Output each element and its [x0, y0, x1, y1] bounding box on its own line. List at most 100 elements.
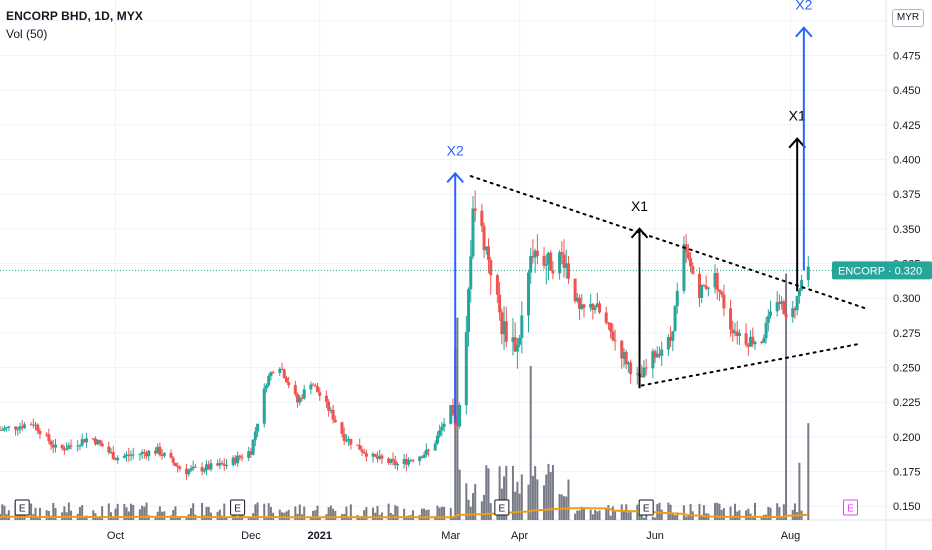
volume-bar	[702, 505, 705, 520]
candle-body	[36, 424, 40, 432]
currency-label[interactable]: MYR	[892, 9, 924, 27]
candle-body	[533, 250, 537, 258]
candle-body	[49, 441, 53, 446]
candle-body	[424, 449, 428, 455]
volume-bar	[738, 510, 741, 520]
candle-body	[62, 448, 66, 451]
candle-body	[806, 266, 810, 281]
y-tick-label: 0.275	[893, 328, 921, 340]
candle-body	[91, 438, 95, 440]
candle-body	[595, 303, 599, 308]
volume-bar	[698, 503, 701, 520]
volume-ma-line	[0, 507, 809, 520]
trendlines	[0, 175, 886, 387]
candle-body	[278, 368, 282, 373]
candle-body	[302, 389, 306, 399]
volume-bar	[658, 502, 661, 520]
volume-bar	[185, 517, 188, 520]
volume-bar	[753, 502, 756, 520]
volume-bar	[529, 366, 532, 520]
candle-body	[504, 321, 508, 342]
candle-body	[720, 291, 724, 295]
volume-bar	[256, 502, 259, 520]
volume-bar	[314, 510, 317, 520]
candle-body	[140, 451, 144, 455]
candle-body	[262, 388, 266, 424]
volume-bar	[471, 493, 474, 520]
volume-bar	[172, 509, 175, 520]
candle-body	[402, 458, 406, 465]
candle-body	[700, 285, 704, 298]
volume-bar	[503, 476, 506, 520]
candle-body	[318, 392, 322, 396]
volume-bar	[642, 517, 645, 520]
volume-bar	[396, 506, 399, 520]
candle-body	[7, 426, 11, 428]
volume-bar	[223, 503, 226, 520]
candle-body	[205, 464, 209, 471]
candle-body	[264, 385, 268, 389]
candle-body	[613, 340, 617, 342]
volume-bar	[225, 516, 228, 520]
candle-body	[125, 454, 129, 456]
candle-body	[18, 426, 22, 430]
y-tick-label: 0.475	[893, 50, 921, 62]
candle-body	[498, 294, 502, 313]
candle-body	[582, 304, 586, 308]
volume-bar	[687, 515, 690, 520]
volume-bar	[114, 508, 117, 520]
volume-bar	[718, 503, 721, 520]
volume-bar	[674, 515, 677, 520]
candle-body	[653, 351, 657, 358]
volume-bar	[265, 516, 268, 520]
volume-bar	[207, 506, 210, 520]
volume-bar	[654, 517, 657, 520]
candle-body	[682, 244, 686, 291]
volume-bar	[387, 503, 390, 520]
arrow-head	[795, 26, 813, 38]
volume-bar	[629, 510, 632, 520]
volume-bar	[158, 506, 161, 520]
volume-bar	[303, 506, 306, 520]
volume-bar	[782, 504, 785, 520]
candle-body	[684, 244, 688, 253]
volume-bar	[92, 510, 95, 520]
volume-bar	[403, 508, 406, 520]
candle-body	[34, 424, 38, 426]
volume-bar	[3, 505, 6, 520]
candle-body	[800, 280, 804, 291]
volume-bar	[294, 506, 297, 520]
volume-bar	[720, 509, 723, 520]
candle-body	[604, 312, 608, 323]
volume-indicator-label[interactable]: Vol (50)	[6, 27, 48, 41]
volume-bar	[583, 507, 586, 520]
arrow-head	[446, 171, 464, 183]
candle-body	[666, 336, 670, 350]
y-tick-label: 0.150	[893, 501, 921, 513]
candle-body	[418, 456, 422, 461]
candle-body	[784, 313, 788, 318]
volume-bar	[267, 503, 270, 520]
volume-bar	[671, 513, 674, 520]
volume-bar	[769, 507, 772, 520]
x-tick-label: Mar	[441, 530, 460, 542]
candle-body	[535, 250, 539, 256]
candle-body	[142, 451, 146, 453]
arrow-head	[630, 227, 649, 239]
volume-bar	[660, 509, 663, 520]
volume-bar	[598, 510, 601, 520]
volume-bar	[349, 504, 352, 520]
candle-body	[173, 462, 177, 466]
volume-bar	[141, 505, 144, 520]
candle-body	[251, 439, 255, 455]
earnings-marker	[14, 499, 30, 516]
candle-body	[715, 273, 719, 290]
candle-body	[20, 426, 24, 428]
candle-body	[777, 301, 781, 304]
candle-body	[689, 258, 693, 267]
volume-bar	[807, 423, 810, 520]
candle-body	[280, 368, 284, 370]
candle-body	[391, 458, 395, 461]
volume-bar	[143, 506, 146, 520]
volume-bar	[578, 510, 581, 520]
